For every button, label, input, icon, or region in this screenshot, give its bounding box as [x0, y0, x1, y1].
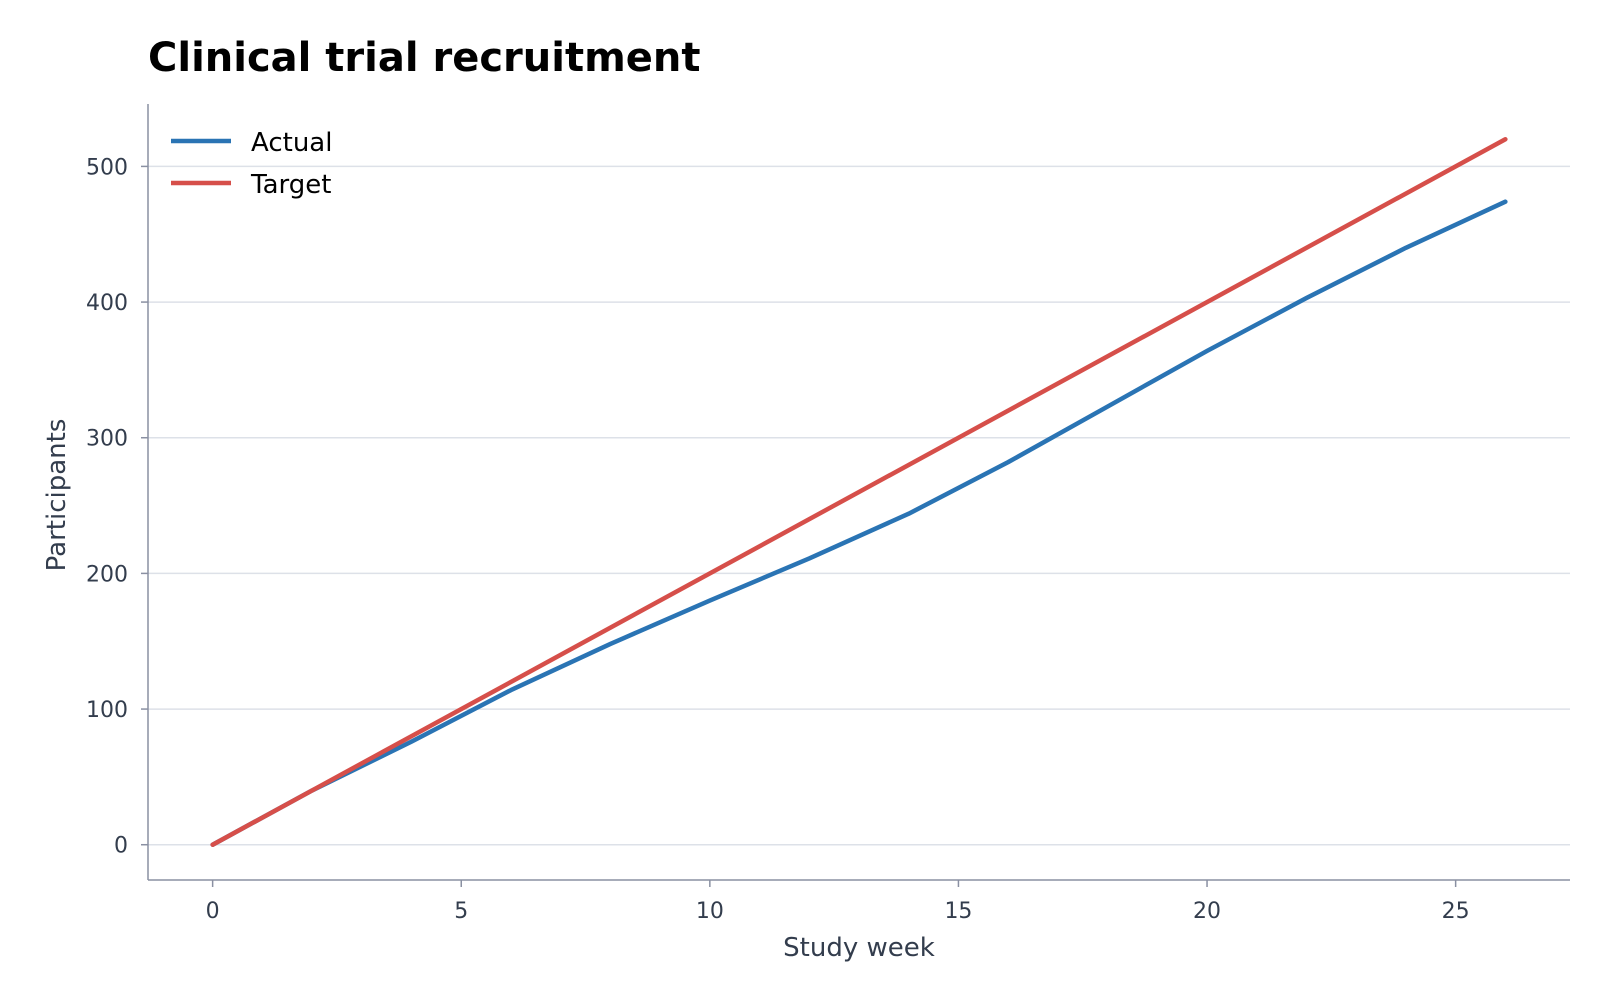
x-axis-label: Study week	[783, 933, 935, 963]
series-line-target	[210, 137, 1508, 847]
y-tick-label: 0	[114, 834, 128, 859]
x-tick-label: 0	[206, 899, 220, 924]
x-tick-label: 5	[454, 899, 468, 924]
x-axis-ticks: 0 5 10 15 20 25	[206, 880, 1470, 924]
legend-label-actual: Actual	[251, 128, 332, 158]
y-axis-label: Participants	[42, 419, 72, 572]
y-tick-label: 300	[86, 427, 128, 452]
y-tick-label: 400	[86, 291, 128, 316]
chart-title: Clinical trial recruitment	[148, 35, 701, 81]
gridlines	[148, 165, 1570, 846]
x-tick-label: 25	[1442, 899, 1470, 924]
y-tick-label: 500	[86, 155, 128, 180]
y-axis-ticks: 0 100 200 300 400 500	[86, 155, 148, 859]
x-tick-label: 15	[944, 899, 972, 924]
x-tick-label: 20	[1193, 899, 1221, 924]
y-tick-label: 200	[86, 562, 128, 587]
x-tick-label: 10	[696, 899, 724, 924]
series-line-actual	[210, 199, 1508, 847]
legend: Actual Target	[171, 128, 332, 200]
series-lines	[210, 137, 1508, 847]
legend-label-target: Target	[250, 170, 331, 200]
y-tick-label: 100	[86, 698, 128, 723]
